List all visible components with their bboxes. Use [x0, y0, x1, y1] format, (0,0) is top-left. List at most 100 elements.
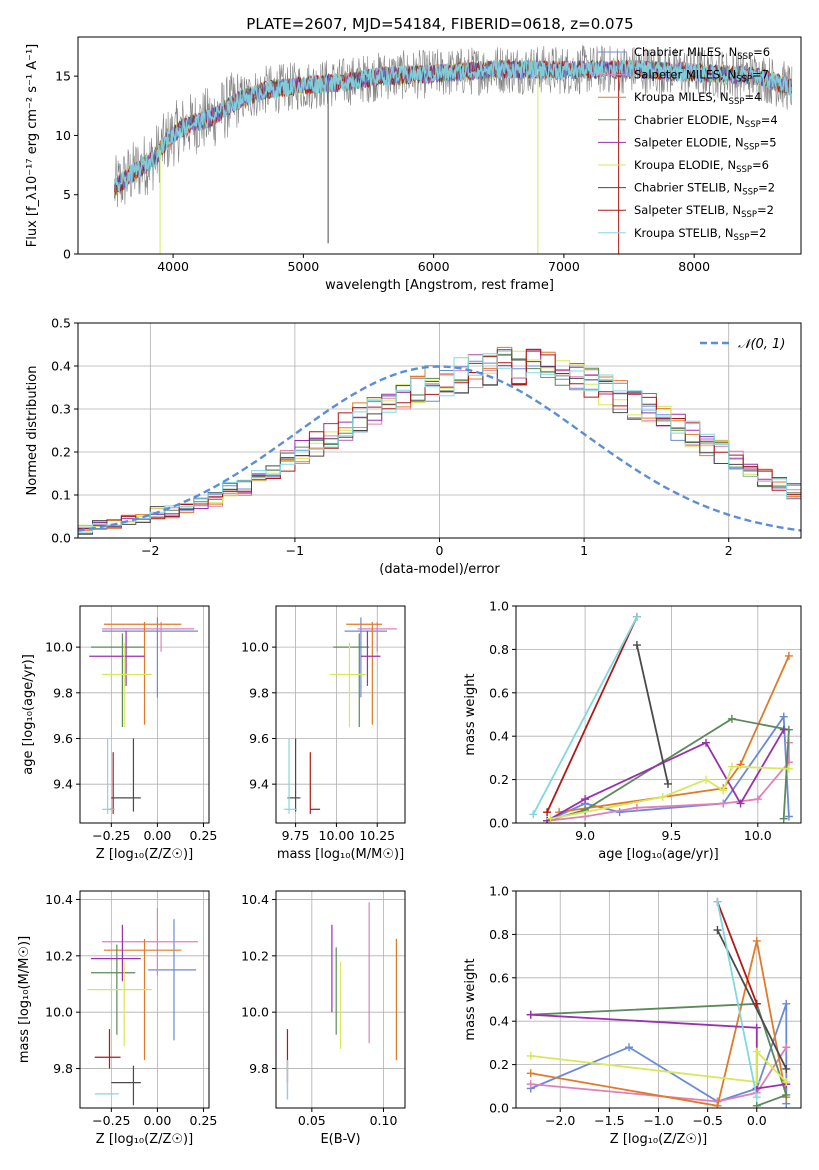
- x-tick-label: 9.0: [575, 828, 595, 843]
- y-tick-label: 9.6: [53, 731, 73, 746]
- y-tick-label: 0: [63, 247, 71, 262]
- legend-entry: Chabrier ELODIE, NSSP=4: [634, 113, 778, 130]
- age-vs-mass-panel: 9.75 10.00 10.25 9.4 9.6 9.8 10.0 mass [log₁₀(M…: [241, 605, 406, 862]
- y-tick-label: 9.4: [249, 777, 269, 792]
- weight-marker: [526, 1051, 535, 1060]
- legend-entry: Chabrier MILES, NSSP=6: [634, 45, 770, 62]
- weight-line: [530, 1002, 788, 1107]
- axes-frame: [77, 36, 802, 255]
- errorbar-point: [360, 631, 381, 686]
- spectrum-legend: Chabrier MILES, NSSP=6 Salpeter MILES, NS…: [598, 45, 778, 243]
- y-tick-label: 10.0: [241, 1005, 269, 1020]
- y-tick-label: 5: [63, 187, 71, 202]
- spectrum-panel: 4000 5000 6000 7000 8000 0 5 10 15 wavelength [An…: [25, 36, 802, 293]
- y-tick-label: 10.2: [45, 948, 73, 963]
- errorbar-point: [346, 621, 383, 725]
- weight-line: [716, 901, 758, 1005]
- weight-line: [530, 1049, 787, 1084]
- errorbar-point: [284, 738, 298, 814]
- weight-marker: [702, 738, 710, 747]
- x-tick-label: 0.00: [143, 828, 171, 843]
- weight-marker: [658, 792, 667, 801]
- x-tick-label: 7000: [548, 259, 580, 274]
- x-tick-label: 9.75: [282, 828, 310, 843]
- weight-marker: [581, 795, 590, 804]
- weight-marker: [632, 803, 641, 812]
- errorbar-point: [111, 1065, 141, 1106]
- errorbar-point: [103, 938, 182, 1061]
- weight-marker: [632, 641, 641, 650]
- weight-marker: [784, 764, 793, 773]
- weight-marker: [546, 814, 555, 823]
- y-tick-label: 0.2: [51, 445, 71, 460]
- weight-marker: [784, 651, 793, 660]
- histogram-step-line: [78, 350, 801, 527]
- weight-marker: [782, 1043, 791, 1052]
- y-tick-label: 0.6: [489, 685, 509, 700]
- x-tick-label: 0.25: [190, 1113, 218, 1128]
- y-tick-label: 0.3: [51, 402, 71, 417]
- y-tick-label: 0.4: [489, 1014, 509, 1029]
- x-tick-label: −0.25: [92, 1113, 130, 1128]
- y-tick-label: 10.0: [45, 640, 73, 655]
- x-tick-label: −2.0: [545, 1113, 575, 1128]
- weight-line: [532, 616, 638, 815]
- legend-entry: Salpeter MILES, NSSP=7: [634, 68, 769, 85]
- weight-marker: [736, 799, 745, 808]
- weight-marker: [779, 725, 788, 734]
- y-tick-label: 0.6: [489, 970, 509, 985]
- y-tick-label: 0.0: [51, 531, 71, 546]
- weight-marker: [702, 775, 710, 784]
- normal-curve: [78, 365, 801, 532]
- x-tick-label: −2: [141, 543, 159, 558]
- weight-marker: [752, 1101, 761, 1108]
- x-tick-label: −1: [286, 543, 304, 558]
- weight-marker: [713, 897, 722, 906]
- weight-marker: [784, 812, 793, 821]
- legend-entry: Salpeter STELIB, NSSP=2: [634, 203, 774, 220]
- y-tick-label: 10.0: [45, 1005, 73, 1020]
- x-axis-label: Z [log₁₀(Z/Z☉)]: [96, 1132, 193, 1147]
- y-tick-label: 10.0: [241, 640, 269, 655]
- x-axis-label: mass [log₁₀(M/M☉)]: [277, 847, 404, 862]
- weight-line: [530, 1003, 788, 1104]
- y-tick-label: 9.8: [249, 685, 269, 700]
- weight-marker: [719, 799, 728, 808]
- legend-entry: 𝒩(0, 1): [738, 337, 785, 352]
- y-tick-label: 1.0: [489, 884, 509, 899]
- axes-frame: [79, 890, 210, 1109]
- errorbar-point: [333, 633, 370, 728]
- x-axis-label: age [log₁₀(age/yr)]: [598, 847, 719, 862]
- errorbar-point: [89, 631, 145, 686]
- x-tick-label: 8000: [678, 259, 710, 274]
- y-tick-label: 0.8: [489, 927, 509, 942]
- x-tick-label: 9.5: [662, 828, 682, 843]
- x-tick-label: 0.0: [747, 1113, 767, 1128]
- x-tick-label: 10.00: [319, 828, 355, 843]
- errorbar-point: [309, 752, 321, 814]
- weight-line: [530, 1046, 788, 1103]
- errorbar-point: [329, 642, 366, 728]
- weight-marker: [625, 1043, 634, 1052]
- weight-marker: [713, 1101, 722, 1108]
- weight-marker: [526, 1010, 535, 1019]
- y-axis-label: mass weight: [463, 958, 478, 1040]
- x-tick-label: 6000: [418, 259, 450, 274]
- y-tick-label: 10.4: [241, 892, 269, 907]
- age-vs-mass-marks: [284, 617, 397, 814]
- weight-marker: [727, 714, 736, 723]
- errorbar-point: [102, 738, 116, 814]
- errorbar-point: [91, 924, 141, 982]
- axes-frame: [275, 605, 406, 824]
- x-tick-label: 0: [436, 543, 444, 558]
- legend-entry: Chabrier STELIB, NSSP=2: [634, 181, 775, 198]
- errorbar-point: [103, 621, 182, 725]
- y-tick-label: 10: [55, 128, 71, 143]
- y-tick-label: 0.5: [51, 316, 71, 331]
- residuals-marks: [78, 346, 801, 535]
- axes-frame: [79, 605, 210, 824]
- x-tick-label: −1.5: [594, 1113, 624, 1128]
- y-tick-label: 0.4: [51, 359, 71, 374]
- x-tick-label: 10.0: [744, 828, 772, 843]
- weight-marker: [543, 808, 552, 817]
